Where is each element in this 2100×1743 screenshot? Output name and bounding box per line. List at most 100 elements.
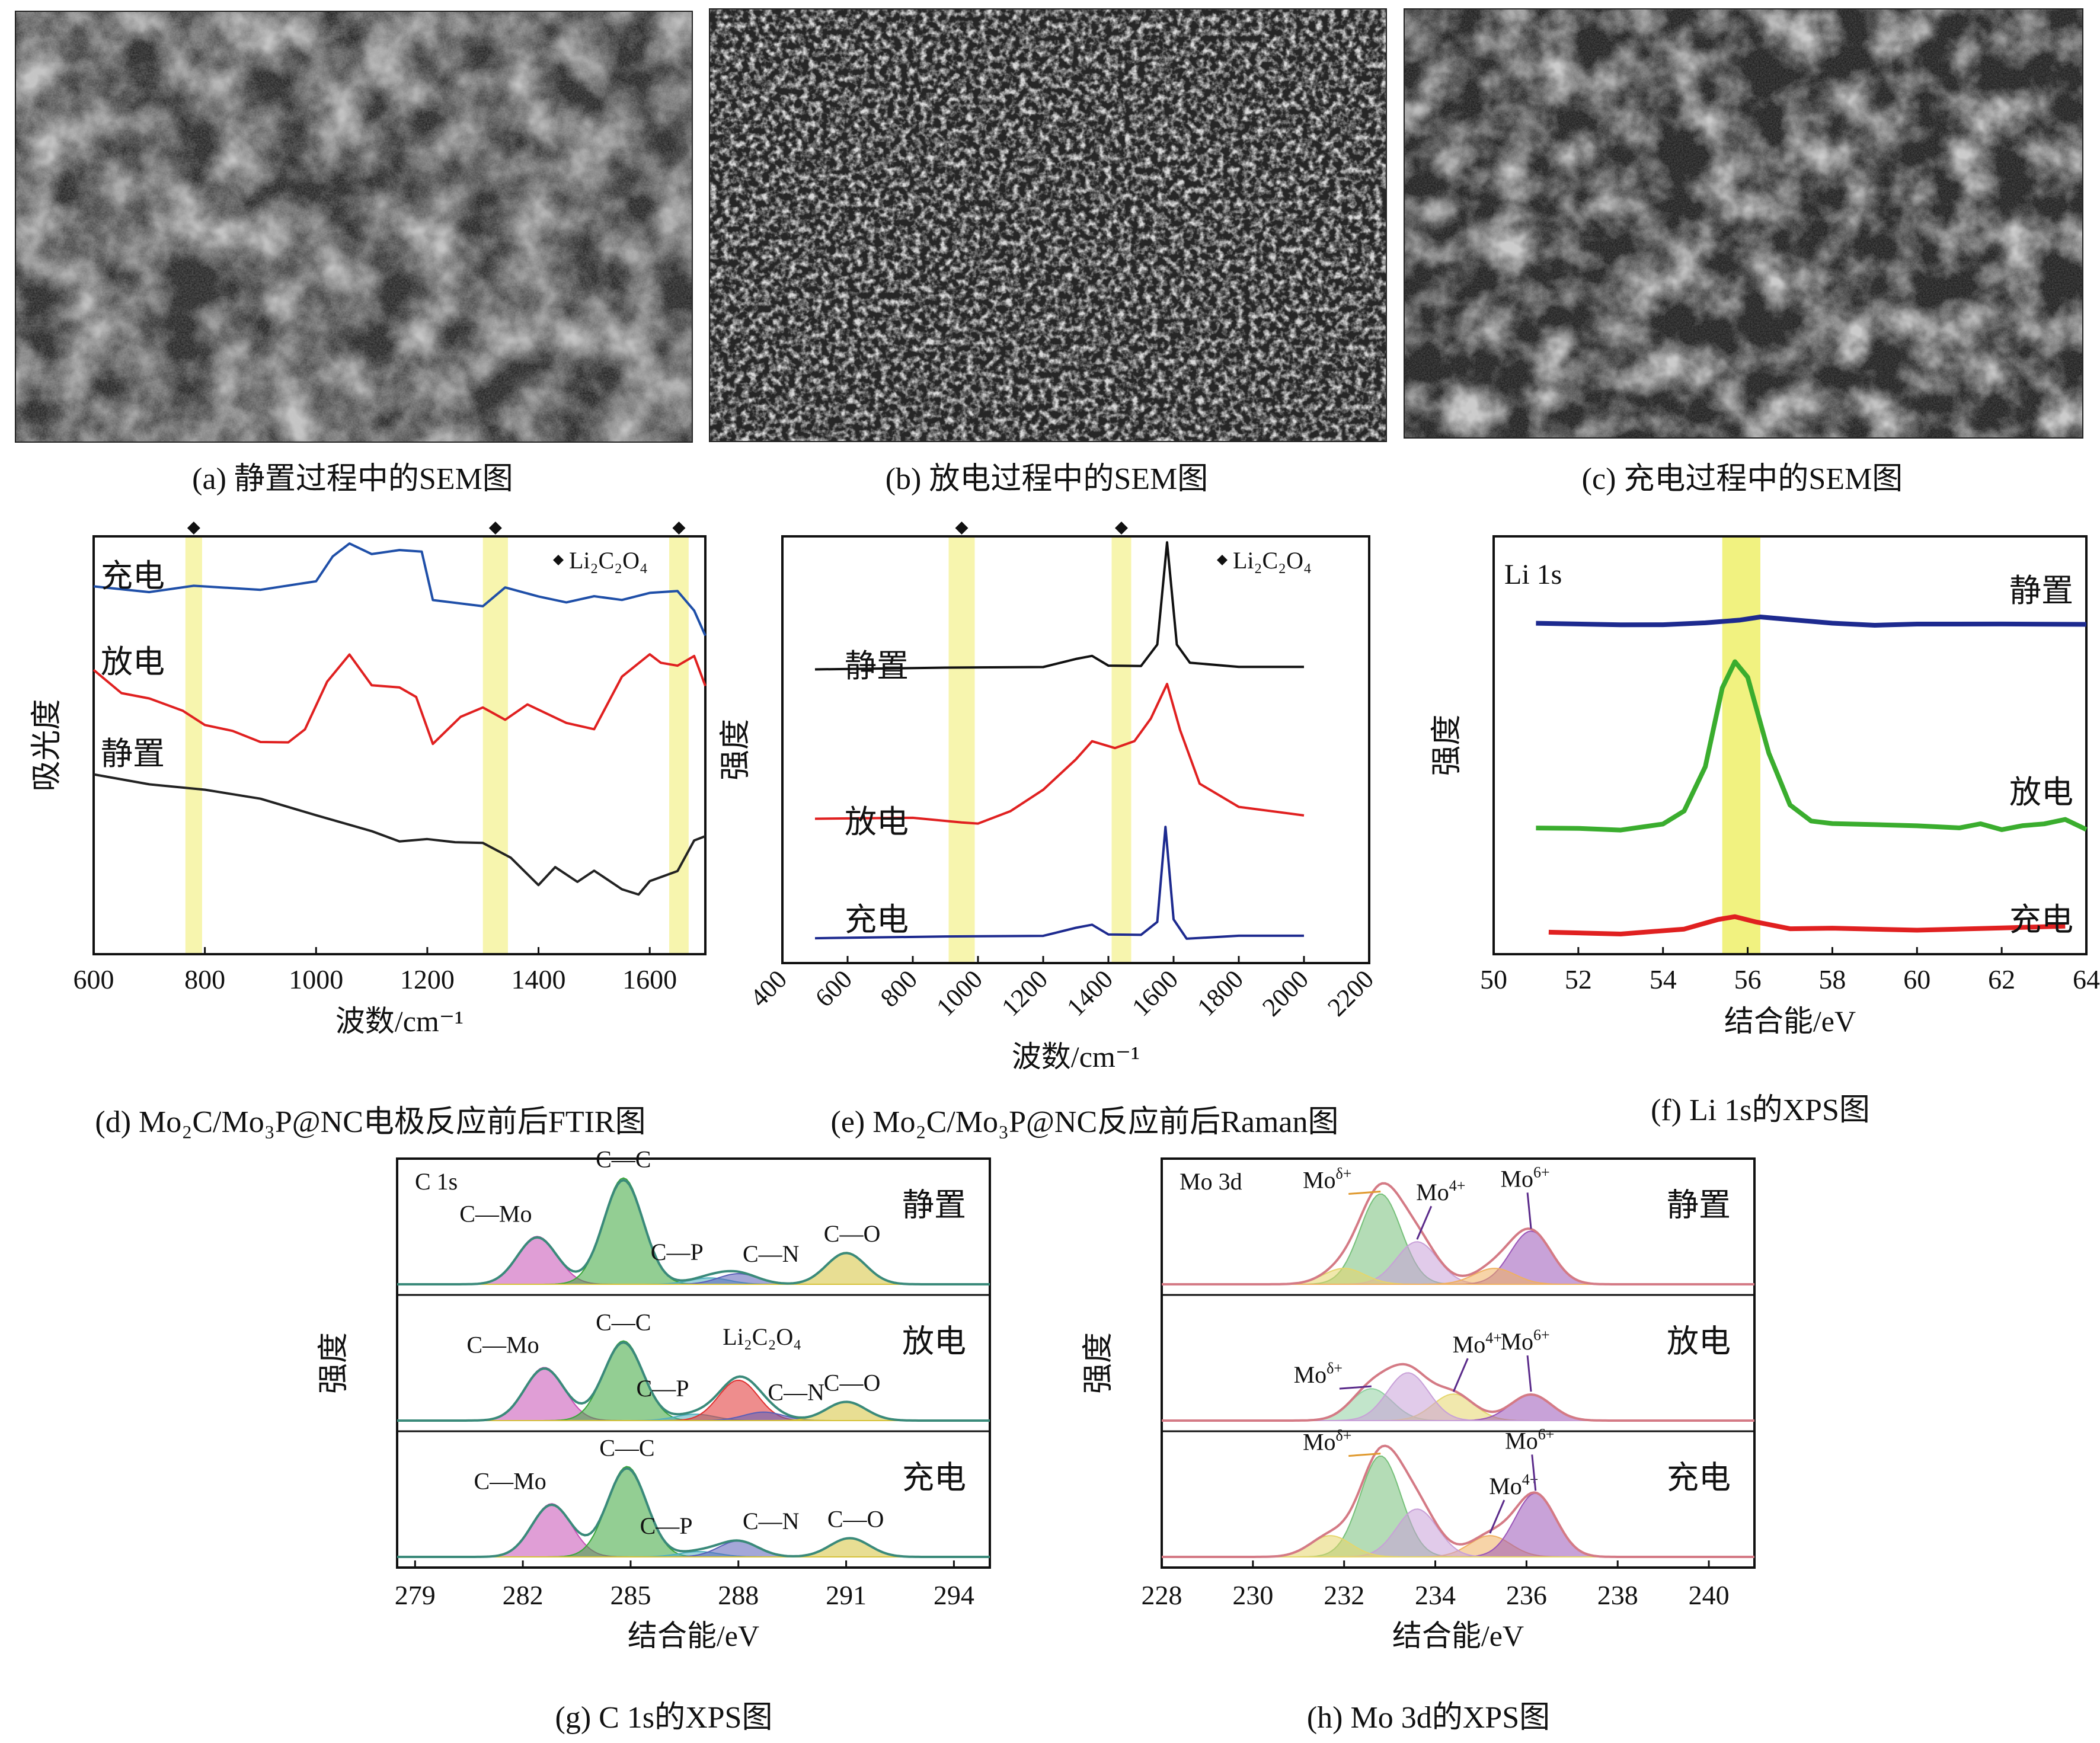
x-tick-label: 1200 — [400, 964, 455, 994]
peak-label: C—C — [596, 1309, 651, 1335]
x-tick-label: 1400 — [512, 964, 566, 994]
peak-fill — [1162, 1455, 1754, 1557]
caption-b: (b) 放电过程中的SEM图 — [885, 462, 1209, 496]
x-tick-label: 291 — [826, 1580, 867, 1610]
series-label-充电: 充电 — [2009, 902, 2073, 938]
x-tick-label: 1000 — [931, 964, 988, 1022]
peak-label: C—O — [827, 1506, 884, 1533]
peak-label: C—Mo — [474, 1467, 546, 1494]
peak-fill — [397, 1367, 990, 1421]
peak-label: Moδ+ — [1294, 1360, 1343, 1388]
plot-frame — [1161, 1157, 1756, 1569]
legend-label: Li₂C₂O₄ — [1233, 547, 1312, 574]
envelope-line — [397, 1341, 990, 1422]
caption-d: (d) Mo₂C/Mo₃P@NC电极反应前后FTIR图 — [95, 1105, 646, 1139]
envelope-line — [1162, 1182, 1754, 1285]
caption-a: (a) 静置过程中的SEM图 — [192, 462, 513, 496]
x-tick-label: 1600 — [622, 964, 677, 994]
envelope-line — [397, 1467, 990, 1558]
peak-fill — [397, 1177, 990, 1285]
peak-label: C—C — [596, 1146, 651, 1173]
panel-label-充电: 充电 — [902, 1460, 966, 1496]
legend-label: Li₂C₂O₄ — [569, 547, 648, 574]
series-label-放电: 放电 — [2009, 775, 2073, 810]
arrow-icon — [1416, 1205, 1433, 1240]
series-line-放电 — [92, 653, 707, 746]
series-line-充电 — [93, 542, 707, 637]
x-axis-label: 结合能/eV — [1392, 1619, 1524, 1652]
x-axis-label: 波数/cm⁻¹ — [1012, 1040, 1140, 1073]
x-axis-label: 结合能/eV — [628, 1619, 759, 1652]
x-tick-label: 60 — [1903, 964, 1930, 994]
peak-label: C—P — [651, 1239, 704, 1265]
peak-fill — [397, 1503, 990, 1557]
peak-label: C—P — [640, 1512, 693, 1539]
peak-label: C—P — [637, 1375, 689, 1402]
y-axis-label: 强度 — [317, 1332, 351, 1394]
panel-label-静置: 静置 — [902, 1188, 966, 1223]
series-line-放电 — [814, 683, 1305, 825]
y-axis-label: 强度 — [719, 719, 753, 781]
peak-label: C—C — [599, 1435, 654, 1461]
series-line-静置 — [93, 773, 706, 896]
x-tick-label: 282 — [503, 1580, 544, 1610]
series-line-静置 — [1536, 615, 2087, 628]
sem-image-charge — [1404, 8, 2083, 439]
x-tick-label: 1800 — [1191, 964, 1249, 1022]
raman-chart: 400 600 800 1000 1200 1400 1600 1800 2000 2200 波数/… — [711, 516, 1411, 1102]
diamond-icon — [1217, 555, 1228, 565]
caption-c: (c) 充电过程中的SEM图 — [1581, 462, 1903, 496]
peak-label: Mo6+ — [1505, 1425, 1554, 1454]
x-tick-label: 2200 — [1322, 964, 1379, 1022]
x-tick-label: 1000 — [289, 964, 343, 994]
peak-label: Mo6+ — [1500, 1326, 1549, 1355]
peak-label: Mo4+ — [1416, 1177, 1465, 1205]
series-line-充电 — [1548, 914, 2066, 936]
peak-label: C—N — [768, 1379, 824, 1406]
peak-fill — [1162, 1241, 1754, 1285]
peak-label: Mo4+ — [1489, 1471, 1538, 1499]
caption-f: (f) Li 1s的XPS图 — [1651, 1093, 1870, 1127]
peak-fill — [1162, 1193, 1754, 1285]
x-tick-label: 232 — [1324, 1580, 1364, 1610]
xps-c1s-chart: C—Mo C—C C—P C—N C—O 静置 C—Mo C—C C—P Li₂C₂O₄ C—N C—… — [285, 1146, 1043, 1680]
panel-label-静置: 静置 — [1667, 1188, 1731, 1223]
highlight-band — [948, 536, 975, 963]
series-label-放电: 放电 — [101, 644, 165, 680]
chart-title: Li 1s — [1504, 559, 1562, 590]
plot-frame — [781, 535, 1370, 964]
arrow-icon — [1452, 1358, 1469, 1392]
x-tick-label: 600 — [73, 964, 114, 994]
peak-label: Mo4+ — [1453, 1329, 1502, 1358]
arrow-icon — [1348, 1191, 1381, 1195]
x-tick-label: 56 — [1734, 964, 1762, 994]
xps-li1s-chart: 50 52 54 56 58 60 62 64 结合能/eV 强度 Li 1s 静置 放电 充电 — [1417, 516, 2100, 1085]
highlight-band — [185, 536, 202, 954]
series-label-静置: 静置 — [101, 736, 165, 772]
x-tick-label: 800 — [184, 964, 225, 994]
arrow-icon — [1531, 1454, 1537, 1491]
peak-label: C—Mo — [459, 1200, 532, 1227]
x-tick-label: 238 — [1597, 1580, 1638, 1610]
series-label-静置: 静置 — [2009, 573, 2073, 609]
envelope-line — [397, 1179, 990, 1285]
diamond-icon — [672, 522, 686, 535]
x-tick-label: 285 — [610, 1580, 651, 1610]
plot-frame — [92, 535, 707, 955]
peak-label: C—O — [824, 1220, 881, 1247]
ftir-chart: 600 800 1000 1200 1400 1600 波数/cm⁻¹ 吸光度 Li₂C₂O₄ 充… — [24, 516, 707, 1085]
diamond-icon — [1115, 522, 1128, 535]
envelope-line — [1162, 1444, 1754, 1558]
peak-label: Li₂C₂O₄ — [723, 1323, 801, 1350]
x-tick-label: 600 — [810, 964, 858, 1012]
x-tick-label: 279 — [395, 1580, 436, 1610]
arrow-icon — [1339, 1385, 1372, 1390]
peak-label: C—N — [743, 1240, 800, 1267]
caption-h: (h) Mo 3d的XPS图 — [1306, 1701, 1551, 1735]
peak-label: Moδ+ — [1303, 1427, 1352, 1456]
x-tick-label: 50 — [1480, 964, 1507, 994]
diamond-icon — [488, 522, 502, 535]
y-axis-label: 强度 — [1430, 714, 1464, 776]
caption-g: (g) C 1s的XPS图 — [555, 1701, 773, 1735]
arrow-icon — [1489, 1499, 1506, 1534]
